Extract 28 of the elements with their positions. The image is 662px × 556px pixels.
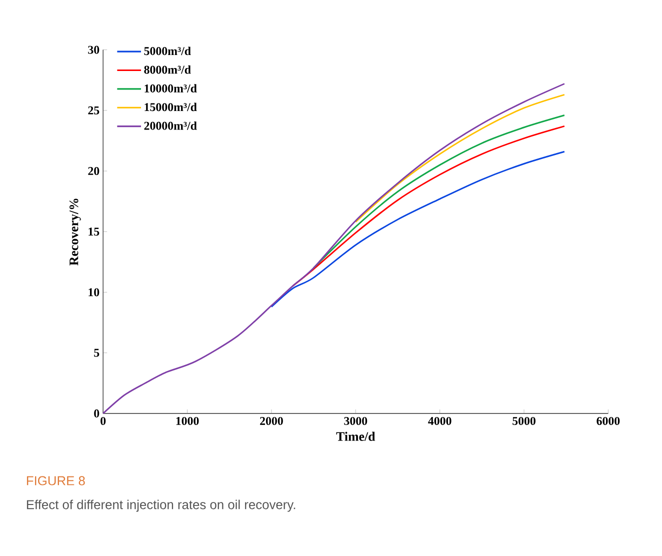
line-series xyxy=(354,94,566,223)
x-tick-label: 6000 xyxy=(596,416,620,426)
caption: FIGURE 8 xyxy=(26,476,85,486)
x-axis-title: Time/d xyxy=(336,432,376,441)
x-tick-label: 0 xyxy=(100,416,106,426)
legend-label: 10000m³/d xyxy=(144,84,197,92)
x-tick-label: 5000 xyxy=(512,416,536,426)
legend-label: 8000m³/d xyxy=(144,65,191,74)
x-tick-label: 2000 xyxy=(260,416,283,426)
x-tick-label: 4000 xyxy=(428,416,452,426)
y-tick-label: 10 xyxy=(88,288,100,296)
legend-label: 15000m³/d xyxy=(144,102,197,112)
line-series xyxy=(270,150,566,308)
y-axis-title: Recovery/% xyxy=(70,198,81,266)
x-tick-label: 3000 xyxy=(344,416,368,426)
x-tick-label: 1000 xyxy=(176,416,199,426)
legend-label: 5000m³/d xyxy=(144,46,191,56)
text: Effect of different injection rates on oil recovery. xyxy=(26,500,296,512)
line-series xyxy=(312,114,566,269)
y-tick-label: 5 xyxy=(94,348,100,357)
y-tick-label: 30 xyxy=(88,46,100,54)
y-tick-label: 0 xyxy=(94,409,100,418)
y-tick-label: 20 xyxy=(88,167,100,176)
line-series xyxy=(102,83,566,414)
line-series xyxy=(292,125,566,287)
y-tick-label: 15 xyxy=(88,228,100,236)
legend-label: 20000m³/d xyxy=(144,121,197,130)
y-tick-label: 25 xyxy=(88,106,100,114)
